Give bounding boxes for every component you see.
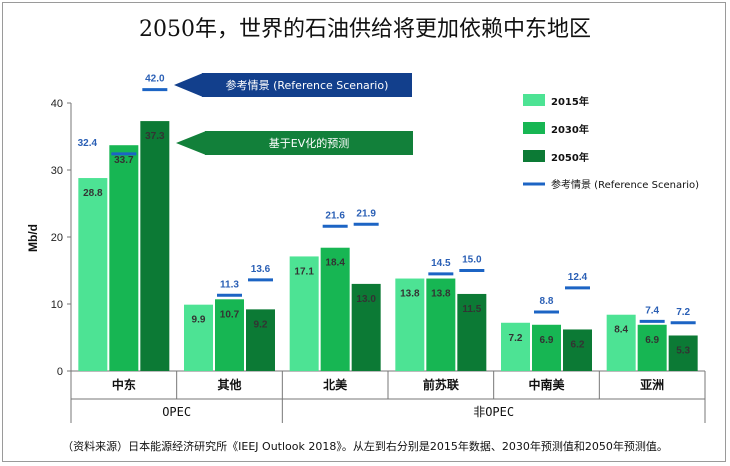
legend-label: 2015年 [551, 95, 589, 108]
reference-value-label: 12.4 [568, 272, 588, 283]
y-axis-label: Mb/d [26, 224, 40, 252]
chart-title: 2050年，世界的石油供给将更加依赖中东地区 [139, 17, 591, 42]
legend-swatch [523, 122, 545, 134]
bar-value-label: 8.4 [614, 325, 628, 336]
callout-ev-pointer [176, 131, 206, 155]
reference-value-label: 21.9 [356, 208, 376, 219]
bar [78, 178, 108, 371]
bar-value-label: 10.7 [220, 309, 240, 320]
bar [501, 322, 530, 371]
category-label: 其他 [217, 377, 241, 392]
reference-value-label: 21.6 [325, 210, 345, 221]
reference-value-label: 15.0 [462, 255, 482, 266]
callout-ev-box [205, 131, 413, 155]
category-label: 中东 [112, 377, 136, 392]
legend-swatch [523, 94, 545, 106]
bar [140, 121, 170, 371]
bar-value-label: 13.8 [400, 289, 420, 300]
legend-label: 参考情景 (Reference Scenario) [551, 178, 699, 191]
bar-value-label: 18.4 [325, 258, 345, 269]
bar [457, 293, 487, 371]
group-label: 非OPEC [473, 405, 514, 419]
bar-value-label: 37.3 [145, 131, 165, 142]
bar-value-label: 13.8 [431, 289, 451, 300]
bar-value-label: 6.9 [540, 335, 554, 346]
legend-label: 2030年 [551, 123, 589, 136]
y-tick-label: 40 [51, 98, 63, 110]
category-label: 亚洲 [640, 378, 664, 392]
bar-value-label: 5.3 [676, 345, 690, 356]
reference-value-label: 42.0 [145, 74, 165, 85]
y-tick-label: 0 [57, 366, 63, 378]
legend-swatch [523, 150, 545, 162]
category-label: 中南美 [528, 377, 565, 392]
source-note: （资料来源）日本能源经济研究所《IEEJ Outlook 2018》。从左到右分… [62, 439, 668, 453]
bar [563, 329, 592, 371]
bar [289, 256, 319, 371]
reference-value-label: 11.3 [220, 279, 239, 290]
bar [351, 283, 381, 371]
callout-reference-text: 参考情景 (Reference Scenario) [226, 78, 389, 92]
bar-value-label: 6.2 [571, 339, 585, 350]
bar-value-label: 13.0 [356, 294, 376, 305]
bar [532, 324, 561, 371]
bar [246, 309, 275, 371]
bar [606, 314, 636, 371]
callout-reference-pointer [174, 73, 203, 97]
group-label: OPEC [162, 405, 191, 419]
chart-svg: 2050年，世界的石油供给将更加依赖中东地区 0 10 20 30 40 Mb/d 中东 其他… [26, 17, 706, 453]
reference-value-label: 13.6 [251, 264, 271, 275]
bar-value-label: 11.5 [462, 304, 481, 315]
bar-value-label: 28.8 [83, 188, 103, 199]
bar [668, 335, 698, 371]
bar-value-label: 17.1 [294, 266, 314, 277]
legend-label: 2050年 [551, 151, 589, 164]
chart-frame: 2050年，世界的石油供给将更加依赖中东地区 0 10 20 30 40 Mb/d 中东 其他… [2, 2, 726, 462]
y-tick-label: 10 [51, 299, 63, 311]
bar-value-label: 7.2 [509, 333, 523, 344]
y-tick-label: 30 [51, 165, 63, 177]
reference-value-label: 32.4 [78, 138, 98, 149]
reference-value-label: 7.4 [645, 305, 659, 316]
reference-value-label: 8.8 [540, 296, 554, 307]
bar [109, 145, 139, 371]
reference-value-label: 14.5 [431, 258, 451, 269]
y-tick-label: 20 [51, 232, 63, 244]
bar [320, 247, 350, 371]
plot-area: 0 10 20 30 40 Mb/d 中东 其他 北美 前苏联 中南美 亚洲 OPEC 非OPEC 28.8… [26, 73, 706, 423]
bar-value-label: 9.2 [254, 319, 268, 330]
bar-value-label: 9.9 [192, 315, 206, 326]
bar [215, 299, 244, 371]
bar-value-label: 6.9 [645, 335, 659, 346]
reference-value-label: 7.2 [676, 307, 690, 318]
bar-value-label: 33.7 [114, 155, 134, 166]
category-label: 北美 [323, 377, 348, 392]
bar [637, 324, 667, 371]
bar [395, 278, 425, 371]
callout-reference-box [202, 73, 412, 97]
bar [426, 278, 456, 371]
category-label: 前苏联 [423, 377, 459, 392]
bar [184, 304, 213, 371]
callout-ev-text: 基于EV化的预测 [269, 136, 349, 150]
